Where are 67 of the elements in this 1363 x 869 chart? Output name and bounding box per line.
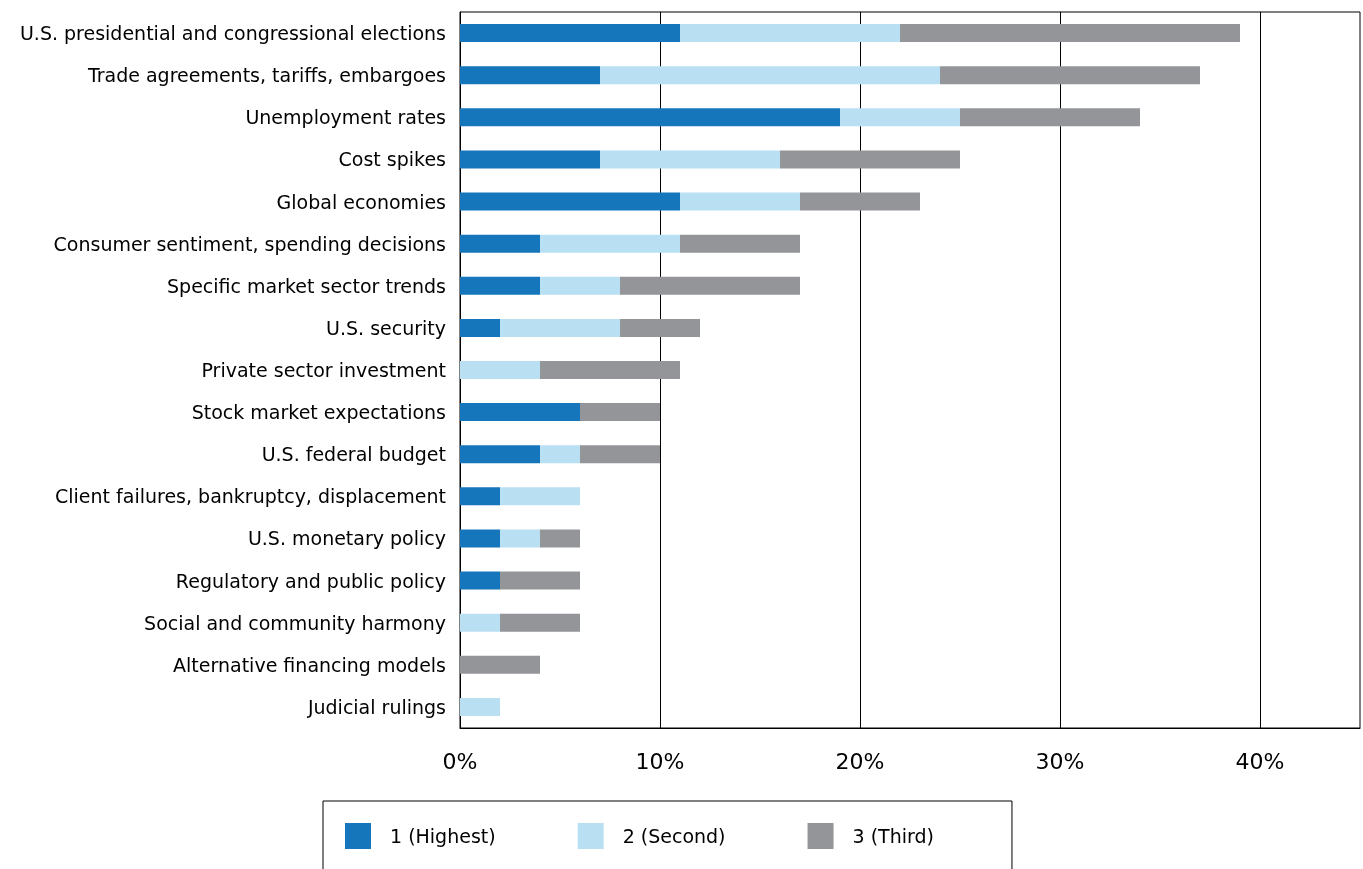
bar (680, 192, 800, 211)
bar (680, 24, 900, 43)
bar (460, 655, 540, 674)
bar (460, 192, 680, 211)
bar (540, 276, 620, 295)
y-tick-label: Consumer sentiment, spending decisions (53, 232, 446, 255)
legend-label: 2 (Second) (622, 825, 726, 847)
y-tick-label: Stock market expectations (191, 401, 446, 424)
bar (460, 276, 540, 295)
bar (460, 403, 580, 422)
bar (460, 66, 600, 85)
bar (500, 487, 580, 506)
y-tick-label: Alternative financing models (173, 653, 446, 676)
bar (780, 150, 960, 169)
y-tick-label: U.S. federal budget (261, 443, 446, 466)
y-tick-label: Unemployment rates (245, 106, 446, 129)
bar (460, 108, 840, 127)
y-tick-label: Judicial rulings (306, 695, 446, 718)
bar (460, 361, 540, 379)
bar (460, 613, 500, 632)
legend-label: 3 (Third) (852, 825, 934, 847)
x-tick-label: 0% (442, 748, 478, 774)
bar (620, 276, 800, 295)
x-tick-label: 20% (835, 748, 885, 774)
bar (460, 571, 500, 590)
bar (540, 445, 580, 464)
bar (580, 445, 660, 464)
bar (620, 318, 700, 337)
y-tick-label: U.S. presidential and congressional elections (19, 22, 446, 45)
bar (460, 697, 500, 716)
bar (800, 192, 920, 211)
bar (600, 66, 940, 85)
bar (460, 445, 540, 464)
x-tick-label: 10% (635, 748, 685, 774)
y-tick-label: U.S. security (326, 316, 446, 339)
bar (600, 150, 780, 169)
bar (960, 108, 1140, 127)
x-tick-label: 40% (1235, 748, 1285, 774)
bar (580, 403, 660, 422)
y-tick-label: Private sector investment (201, 359, 446, 381)
y-tick-label: Trade agreements, tariffs, embargoes (86, 64, 446, 87)
bar (460, 318, 500, 337)
bar (680, 234, 800, 253)
bar (940, 66, 1200, 85)
bar (540, 361, 680, 379)
x-tick-label: 30% (1035, 748, 1085, 774)
y-tick-label: Global economies (276, 190, 446, 213)
y-tick-label: Social and community harmony (144, 611, 446, 634)
y-tick-label: Cost spikes (338, 148, 446, 171)
bar (460, 24, 680, 43)
y-tick-label: U.S. monetary policy (247, 527, 446, 550)
bar (460, 234, 540, 253)
bar (500, 571, 580, 590)
y-tick-label: Specific market sector trends (167, 274, 446, 297)
bar (500, 613, 580, 632)
y-tick-label: Client failures, bankruptcy, displacement (55, 485, 446, 508)
bar (840, 108, 960, 127)
bar (460, 150, 600, 169)
bar (900, 24, 1240, 43)
bar (500, 318, 620, 337)
bar (500, 529, 540, 548)
y-tick-label: Regulatory and public policy (175, 569, 446, 592)
bar (540, 234, 680, 253)
bar (540, 529, 580, 548)
bar (460, 529, 500, 548)
legend-label: 1 (Highest) (390, 825, 496, 847)
bar (460, 487, 500, 506)
